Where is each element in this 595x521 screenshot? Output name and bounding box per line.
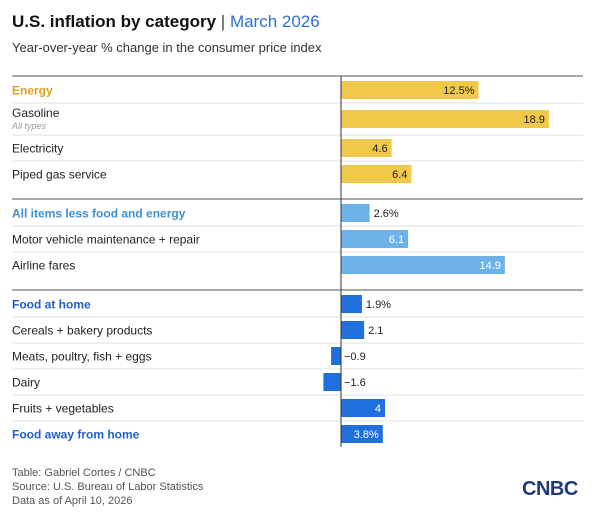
bar — [341, 204, 370, 222]
chart-title: U.S. inflation by category | March 2026 — [12, 12, 320, 32]
footer-credit: Table: Gabriel Cortes / CNBC — [12, 467, 156, 479]
row-label: Piped gas service — [12, 168, 107, 182]
bar — [341, 139, 392, 157]
chart-subtitle: Year-over-year % change in the consumer … — [12, 40, 322, 55]
footer: Table: Gabriel Cortes / CNBC Source: U.S… — [12, 466, 203, 508]
row-label: Food at home — [12, 298, 91, 312]
title-separator: | — [220, 12, 226, 31]
title-date: March 2026 — [229, 12, 320, 31]
row-label: All items less food and energy — [12, 207, 186, 221]
value-label: 14.9 — [479, 260, 500, 272]
row-label: Cereals + bakery products — [12, 324, 152, 338]
row-label: Fruits + vegetables — [12, 402, 114, 416]
bar — [341, 230, 409, 248]
row-label: Energy — [12, 84, 53, 98]
value-label: 6.1 — [389, 234, 404, 246]
bar — [341, 425, 383, 443]
value-label: 4.6 — [372, 143, 387, 155]
footer-date: Data as of April 10, 2026 — [12, 495, 133, 507]
row-label: Dairy — [12, 376, 40, 390]
title-text: U.S. inflation by category — [12, 12, 217, 31]
row-label: Meats, poultry, fish + eggs — [12, 350, 152, 364]
bar — [341, 110, 549, 128]
bar — [341, 165, 412, 183]
bar — [341, 256, 505, 274]
value-label: 18.9 — [523, 114, 544, 126]
bar — [331, 347, 341, 365]
row-label: Motor vehicle maintenance + repair — [12, 233, 200, 247]
value-label: 3.8% — [354, 429, 379, 441]
bar — [341, 321, 365, 339]
row-sublabel: All types — [11, 121, 47, 131]
row-label: Airline fares — [12, 259, 75, 273]
value-label: 6.4 — [392, 169, 407, 181]
bar — [341, 295, 362, 313]
row-label: Gasoline — [12, 106, 60, 120]
value-label: −1.6 — [344, 377, 366, 389]
bar — [341, 81, 479, 99]
bar — [341, 399, 385, 417]
value-label: 2.1 — [368, 325, 383, 337]
value-label: −0.9 — [344, 351, 366, 363]
footer-source: Source: U.S. Bureau of Labor Statistics — [12, 481, 204, 493]
value-label: 12.5% — [443, 85, 474, 97]
value-label: 2.6% — [374, 208, 399, 220]
bar — [323, 373, 341, 391]
value-label: 1.9% — [366, 299, 391, 311]
cnbc-logo: CNBC — [522, 478, 578, 500]
value-label: 4 — [375, 403, 381, 415]
row-label: Electricity — [12, 142, 63, 156]
row-label: Food away from home — [12, 428, 140, 442]
